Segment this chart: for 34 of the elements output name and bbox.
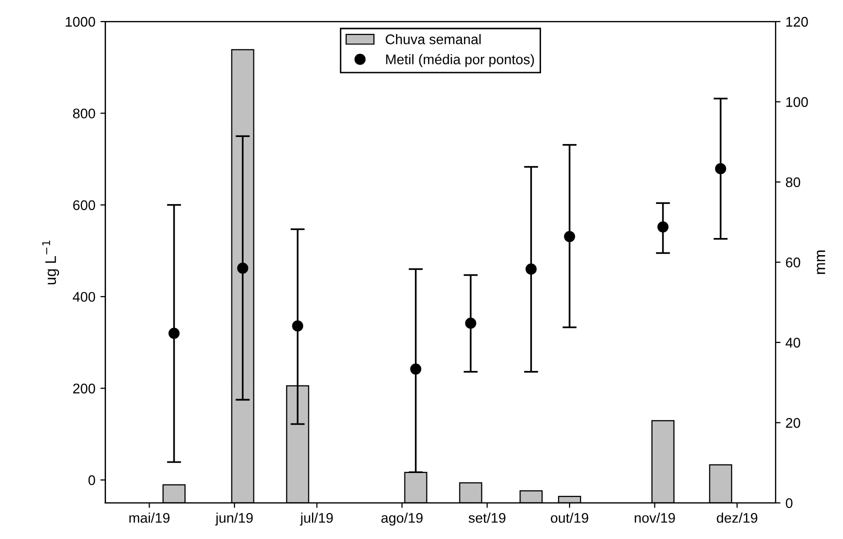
x-tick-label: dez/19: [716, 512, 758, 523]
point: [564, 230, 576, 242]
y2-tick-label: 120: [786, 16, 808, 27]
x-tick-label: set/19: [468, 512, 506, 523]
y-tick-label: 800: [73, 108, 96, 118]
point: [237, 262, 248, 274]
y2-tick-label: 60: [786, 258, 800, 268]
y2-tick-label: 40: [786, 338, 800, 348]
point: [465, 318, 476, 329]
point: [526, 264, 537, 275]
y-tick-label: 0: [88, 475, 96, 486]
point: [410, 363, 422, 375]
point: [657, 221, 669, 232]
y2-tick-label: 80: [786, 177, 800, 188]
y2-axis-title: mm: [816, 250, 826, 274]
x-tick-label: out/19: [550, 512, 588, 523]
legend-label: Chuva semanal: [386, 34, 481, 44]
y2-tick-label: 20: [786, 418, 800, 428]
x-tick-label: nov/19: [634, 512, 675, 523]
point: [715, 163, 726, 174]
legend-label: Metil (média por pontos): [386, 54, 534, 68]
y2-tick-label: 100: [786, 97, 808, 107]
y2-tick-label: 0: [786, 498, 792, 508]
x-tick-label: mai/19: [129, 512, 170, 523]
y-tick-label: 400: [72, 292, 96, 302]
y-tick-label: 200: [73, 384, 96, 394]
point: [292, 320, 304, 332]
x-tick-label: jun/19: [215, 512, 253, 526]
y-axis-title: ug L$^{−1}$: [42, 240, 60, 284]
y-tick-label: 600: [73, 200, 96, 210]
y-tick-label: 1000: [66, 16, 96, 27]
x-tick-label: jul/19: [300, 512, 333, 526]
point: [168, 328, 180, 339]
x-tick-label: ago/19: [381, 512, 423, 526]
